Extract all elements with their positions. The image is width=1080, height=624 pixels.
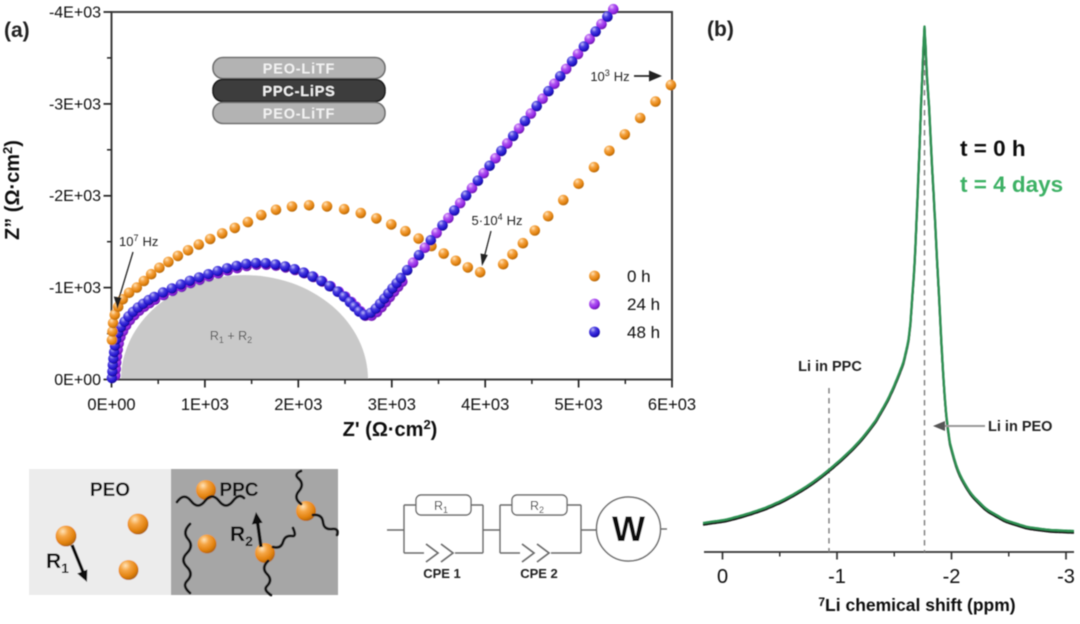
svg-text:0: 0 (717, 566, 728, 588)
svg-text:2E+03: 2E+03 (274, 396, 322, 414)
svg-text:Li in PEO: Li in PEO (988, 419, 1052, 435)
svg-text:0 h: 0 h (627, 267, 651, 286)
svg-text:(a): (a) (4, 19, 30, 42)
svg-text:0E+00: 0E+00 (87, 396, 135, 414)
svg-text:-2E+03: -2E+03 (49, 188, 101, 205)
svg-text:3E+03: 3E+03 (368, 396, 416, 414)
svg-text:48 h: 48 h (627, 323, 660, 342)
svg-text:-3: -3 (1057, 566, 1075, 588)
svg-text:CPE 2: CPE 2 (520, 566, 558, 581)
svg-text:-1E+03: -1E+03 (49, 280, 101, 297)
svg-text:PEO-LiTF: PEO-LiTF (263, 62, 335, 78)
svg-text:Z' (Ω·cm2): Z' (Ω·cm2) (343, 417, 438, 441)
svg-text:Li in PPC: Li in PPC (798, 359, 862, 375)
svg-text:5E+03: 5E+03 (555, 396, 603, 414)
svg-text:-4E+03: -4E+03 (49, 5, 101, 22)
svg-text:CPE 1: CPE 1 (423, 566, 461, 581)
svg-text:1E+03: 1E+03 (181, 396, 229, 414)
svg-text:-1: -1 (828, 566, 846, 588)
svg-text:Z” (Ω·cm2): Z” (Ω·cm2) (0, 140, 24, 240)
svg-text:PEO-LiTF: PEO-LiTF (263, 107, 335, 123)
svg-text:t = 4 days: t = 4 days (960, 172, 1063, 197)
svg-text:W: W (612, 510, 645, 549)
svg-text:t = 0 h: t = 0 h (960, 136, 1026, 161)
svg-text:24 h: 24 h (627, 295, 660, 314)
svg-text:6E+03: 6E+03 (648, 396, 696, 414)
svg-text:7Li chemical shift (ppm): 7Li chemical shift (ppm) (818, 595, 1015, 615)
svg-text:-2: -2 (943, 566, 961, 588)
svg-text:(b): (b) (707, 18, 734, 41)
svg-text:PEO: PEO (90, 480, 130, 501)
svg-text:0E+00: 0E+00 (54, 372, 101, 389)
svg-text:PPC: PPC (219, 480, 258, 501)
svg-text:R1 + R2: R1 + R2 (210, 329, 252, 345)
svg-text:4E+03: 4E+03 (461, 396, 509, 414)
svg-text:-3E+03: -3E+03 (49, 96, 101, 113)
svg-text:PPC-LiPS: PPC-LiPS (262, 84, 335, 100)
